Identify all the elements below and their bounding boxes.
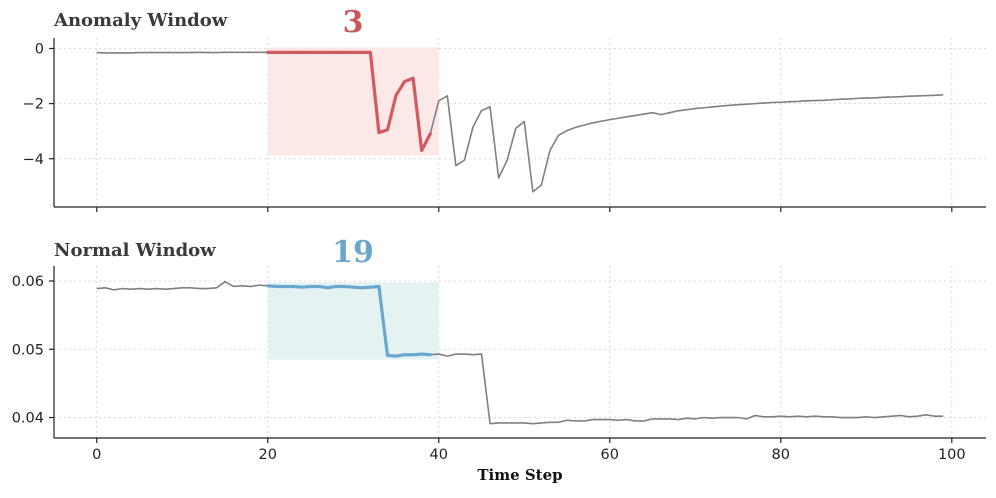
anomaly-axes: 0 −2 −4 — [23, 38, 986, 212]
normal-y-tick-label: 0.04 — [12, 411, 44, 427]
normal-window-rect — [267, 282, 439, 360]
normal-panel: Normal Window 19 0.06 0.05 0.04 0 20 40 60 80 10… — [12, 235, 986, 463]
normal-series — [96, 280, 944, 425]
anomaly-series-line — [96, 51, 944, 193]
normal-window-number: 19 — [332, 235, 374, 270]
anomaly-y-tick-label: 0 — [35, 41, 44, 57]
normal-axes: 0.06 0.05 0.04 0 20 40 60 80 100 — [12, 266, 986, 463]
anomaly-y-tick-label: −4 — [23, 152, 44, 168]
anomaly-highlight-line — [266, 50, 432, 153]
normal-x-tick-label: 20 — [259, 447, 277, 463]
anomaly-window-region — [267, 47, 439, 156]
normal-x-tick-label: 80 — [772, 447, 790, 463]
normal-x-tick-label: 0 — [92, 447, 101, 463]
anomaly-grid — [54, 38, 986, 207]
x-axis-label: Time Step — [477, 466, 562, 484]
normal-highlight-line — [266, 284, 432, 358]
normal-grid — [54, 266, 986, 438]
anomaly-y-tick-label: −2 — [23, 97, 44, 113]
anomaly-series — [96, 50, 944, 193]
normal-x-tick-label: 60 — [601, 447, 619, 463]
anomaly-window-number: 3 — [343, 5, 364, 40]
anomaly-window-rect — [267, 47, 439, 156]
normal-panel-title: Normal Window — [54, 240, 216, 261]
normal-y-tick-label: 0.05 — [12, 342, 44, 358]
normal-series-line — [96, 280, 944, 425]
normal-x-tick-label: 40 — [430, 447, 448, 463]
normal-window-region — [267, 282, 439, 360]
anomaly-panel-title: Anomaly Window — [53, 10, 228, 31]
normal-x-tick-label: 100 — [938, 447, 966, 463]
normal-y-tick-label: 0.06 — [12, 274, 44, 290]
anomaly-panel: Anomaly Window 3 0 −2 −4 — [23, 5, 986, 212]
